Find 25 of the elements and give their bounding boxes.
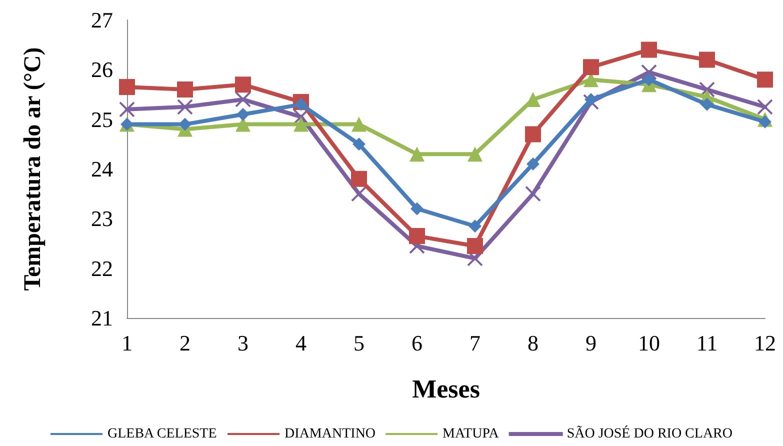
x-tick-label: 1 [122, 330, 132, 356]
legend-label: MATUPA [442, 426, 500, 442]
y-tick-label: 21 [91, 306, 113, 330]
y-tick-label: 23 [91, 206, 113, 232]
legend-label: DIAMANTINO [284, 426, 376, 442]
x-axis-title: Meses [412, 374, 480, 404]
legend-label: SÃO JOSÉ DO RIO CLARO [566, 424, 732, 442]
x-tick-label: 10 [638, 330, 660, 356]
x-tick-label: 6 [412, 330, 422, 356]
x-tick-label: 11 [696, 330, 718, 356]
y-tick-label: 27 [91, 8, 113, 32]
legend-label: GLEBA CELESTE [108, 426, 217, 442]
x-tick-label: 9 [586, 330, 596, 356]
x-tick-label: 4 [296, 330, 306, 356]
x-tick-label: 2 [180, 330, 190, 356]
x-tick-label: 8 [528, 330, 538, 356]
x-tick-label: 3 [238, 330, 248, 356]
y-tick-label: 25 [91, 106, 113, 132]
y-tick-label: 22 [91, 256, 113, 281]
x-tick-label: 5 [354, 330, 364, 356]
y-axis-title: Temperatura do ar (°C) [20, 47, 46, 291]
y-tick-label: 26 [91, 57, 113, 82]
x-tick-label: 7 [470, 330, 480, 356]
x-tick-label: 12 [754, 330, 776, 356]
y-tick-label: 24 [91, 156, 113, 182]
